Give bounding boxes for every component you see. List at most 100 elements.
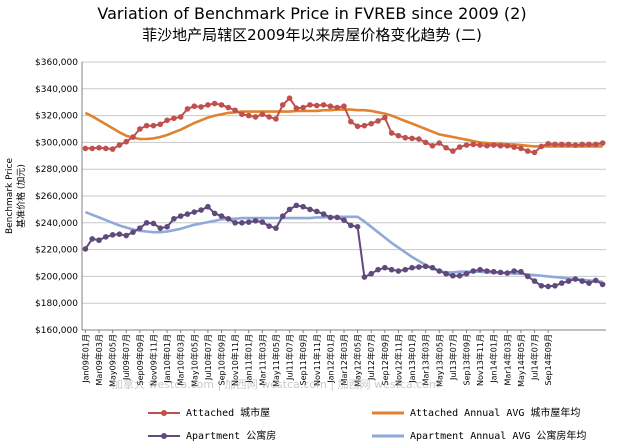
x-tick-label: Sep13年09月 bbox=[461, 334, 471, 385]
x-tick-label: Nov12年11月 bbox=[393, 334, 403, 386]
data-point bbox=[443, 270, 449, 277]
data-point bbox=[524, 273, 531, 280]
x-tick-label: Jul14年07月 bbox=[530, 334, 540, 381]
data-point bbox=[484, 142, 490, 149]
data-point bbox=[375, 266, 381, 273]
data-point bbox=[552, 141, 558, 148]
x-tick-label: Jan10年01月 bbox=[162, 334, 172, 384]
data-point bbox=[388, 130, 395, 136]
data-point bbox=[327, 103, 334, 110]
data-point bbox=[524, 148, 531, 154]
x-tick-label: Jan14年01月 bbox=[489, 334, 499, 384]
x-tick-label: Mar12年03月 bbox=[339, 334, 349, 385]
data-point bbox=[436, 140, 443, 146]
data-point bbox=[348, 222, 354, 229]
data-point bbox=[429, 264, 436, 271]
data-point bbox=[313, 208, 320, 215]
y-tick-label: $260,000 bbox=[35, 192, 78, 202]
data-point bbox=[599, 140, 606, 146]
data-point bbox=[198, 104, 204, 110]
data-point bbox=[82, 145, 89, 152]
data-point bbox=[579, 278, 585, 284]
data-point bbox=[361, 274, 368, 280]
data-point bbox=[531, 149, 538, 156]
data-point bbox=[266, 114, 272, 120]
data-point bbox=[211, 100, 218, 107]
x-tick-label: May11年05月 bbox=[271, 334, 281, 387]
data-point bbox=[565, 278, 572, 284]
data-point bbox=[259, 111, 266, 118]
data-point bbox=[177, 114, 184, 120]
data-point bbox=[109, 146, 116, 152]
data-point bbox=[538, 282, 545, 289]
data-point bbox=[252, 114, 259, 120]
chart-title: Variation of Benchmark Price in FVREB si… bbox=[97, 4, 527, 23]
legend-item-attached: Attached 城市屋 bbox=[148, 404, 270, 419]
data-point bbox=[490, 142, 497, 148]
data-point bbox=[572, 142, 579, 148]
data-point bbox=[327, 214, 334, 221]
data-point bbox=[497, 269, 504, 276]
x-tick-label: May13年05月 bbox=[434, 334, 444, 387]
data-point bbox=[307, 206, 313, 213]
data-point bbox=[116, 231, 123, 237]
data-point bbox=[477, 142, 483, 148]
data-point bbox=[504, 142, 511, 149]
data-point bbox=[531, 278, 538, 284]
data-point bbox=[599, 281, 606, 288]
x-tick-label: May10年05月 bbox=[189, 334, 199, 387]
x-tick-label: Sep12年09月 bbox=[380, 334, 390, 385]
legend-swatch-apartment bbox=[148, 431, 180, 441]
data-point bbox=[450, 148, 456, 154]
x-tick-label: Jan13年01月 bbox=[407, 334, 417, 384]
y-tick-label: $280,000 bbox=[35, 165, 78, 175]
data-point bbox=[252, 217, 259, 224]
data-point bbox=[320, 102, 327, 108]
data-point bbox=[143, 122, 150, 129]
data-point bbox=[511, 144, 517, 150]
x-tick-label: Jul11年07月 bbox=[285, 334, 295, 381]
data-point bbox=[109, 232, 116, 238]
data-point bbox=[225, 104, 232, 111]
data-point bbox=[286, 206, 293, 213]
x-tick-label: Jan12年01月 bbox=[325, 334, 335, 384]
legend-item-attached-avg: Attached Annual AVG 城市屋年均 bbox=[372, 404, 580, 419]
x-tick-label: Jan11年01月 bbox=[244, 334, 254, 384]
data-point bbox=[409, 264, 415, 271]
data-point bbox=[429, 142, 436, 149]
data-point bbox=[313, 102, 320, 109]
data-point bbox=[463, 270, 470, 277]
data-point bbox=[552, 282, 558, 289]
data-point bbox=[436, 268, 443, 274]
data-point bbox=[205, 203, 211, 210]
x-tick-label: Nov13年11月 bbox=[475, 334, 485, 386]
data-point bbox=[218, 102, 225, 108]
data-point bbox=[504, 270, 511, 276]
x-tick-label: Mar14年03月 bbox=[502, 334, 512, 385]
data-point bbox=[164, 117, 170, 124]
data-point bbox=[123, 138, 130, 145]
data-point bbox=[368, 270, 375, 277]
data-point bbox=[96, 144, 102, 151]
data-point bbox=[177, 213, 184, 219]
x-tick-label: Sep14年09月 bbox=[543, 334, 553, 385]
data-point bbox=[191, 209, 198, 215]
data-point bbox=[382, 264, 388, 271]
legend-swatch-apartment-avg bbox=[372, 431, 404, 441]
legend-item-apartment-avg: Apartment Annual AVG 公寓房年均 bbox=[372, 427, 586, 442]
data-point bbox=[416, 264, 422, 270]
y-tick-label: $180,000 bbox=[35, 299, 78, 309]
data-point bbox=[586, 141, 592, 148]
data-point bbox=[198, 207, 204, 213]
legend-label-apartment-avg: Apartment Annual AVG 公寓房年均 bbox=[410, 431, 587, 442]
data-point bbox=[456, 272, 463, 279]
data-point bbox=[518, 268, 524, 275]
data-point bbox=[422, 139, 429, 146]
data-point bbox=[395, 268, 402, 274]
data-point bbox=[273, 116, 279, 122]
data-point bbox=[463, 142, 470, 148]
data-point bbox=[572, 276, 579, 282]
data-point bbox=[443, 144, 449, 151]
data-point bbox=[334, 104, 340, 111]
